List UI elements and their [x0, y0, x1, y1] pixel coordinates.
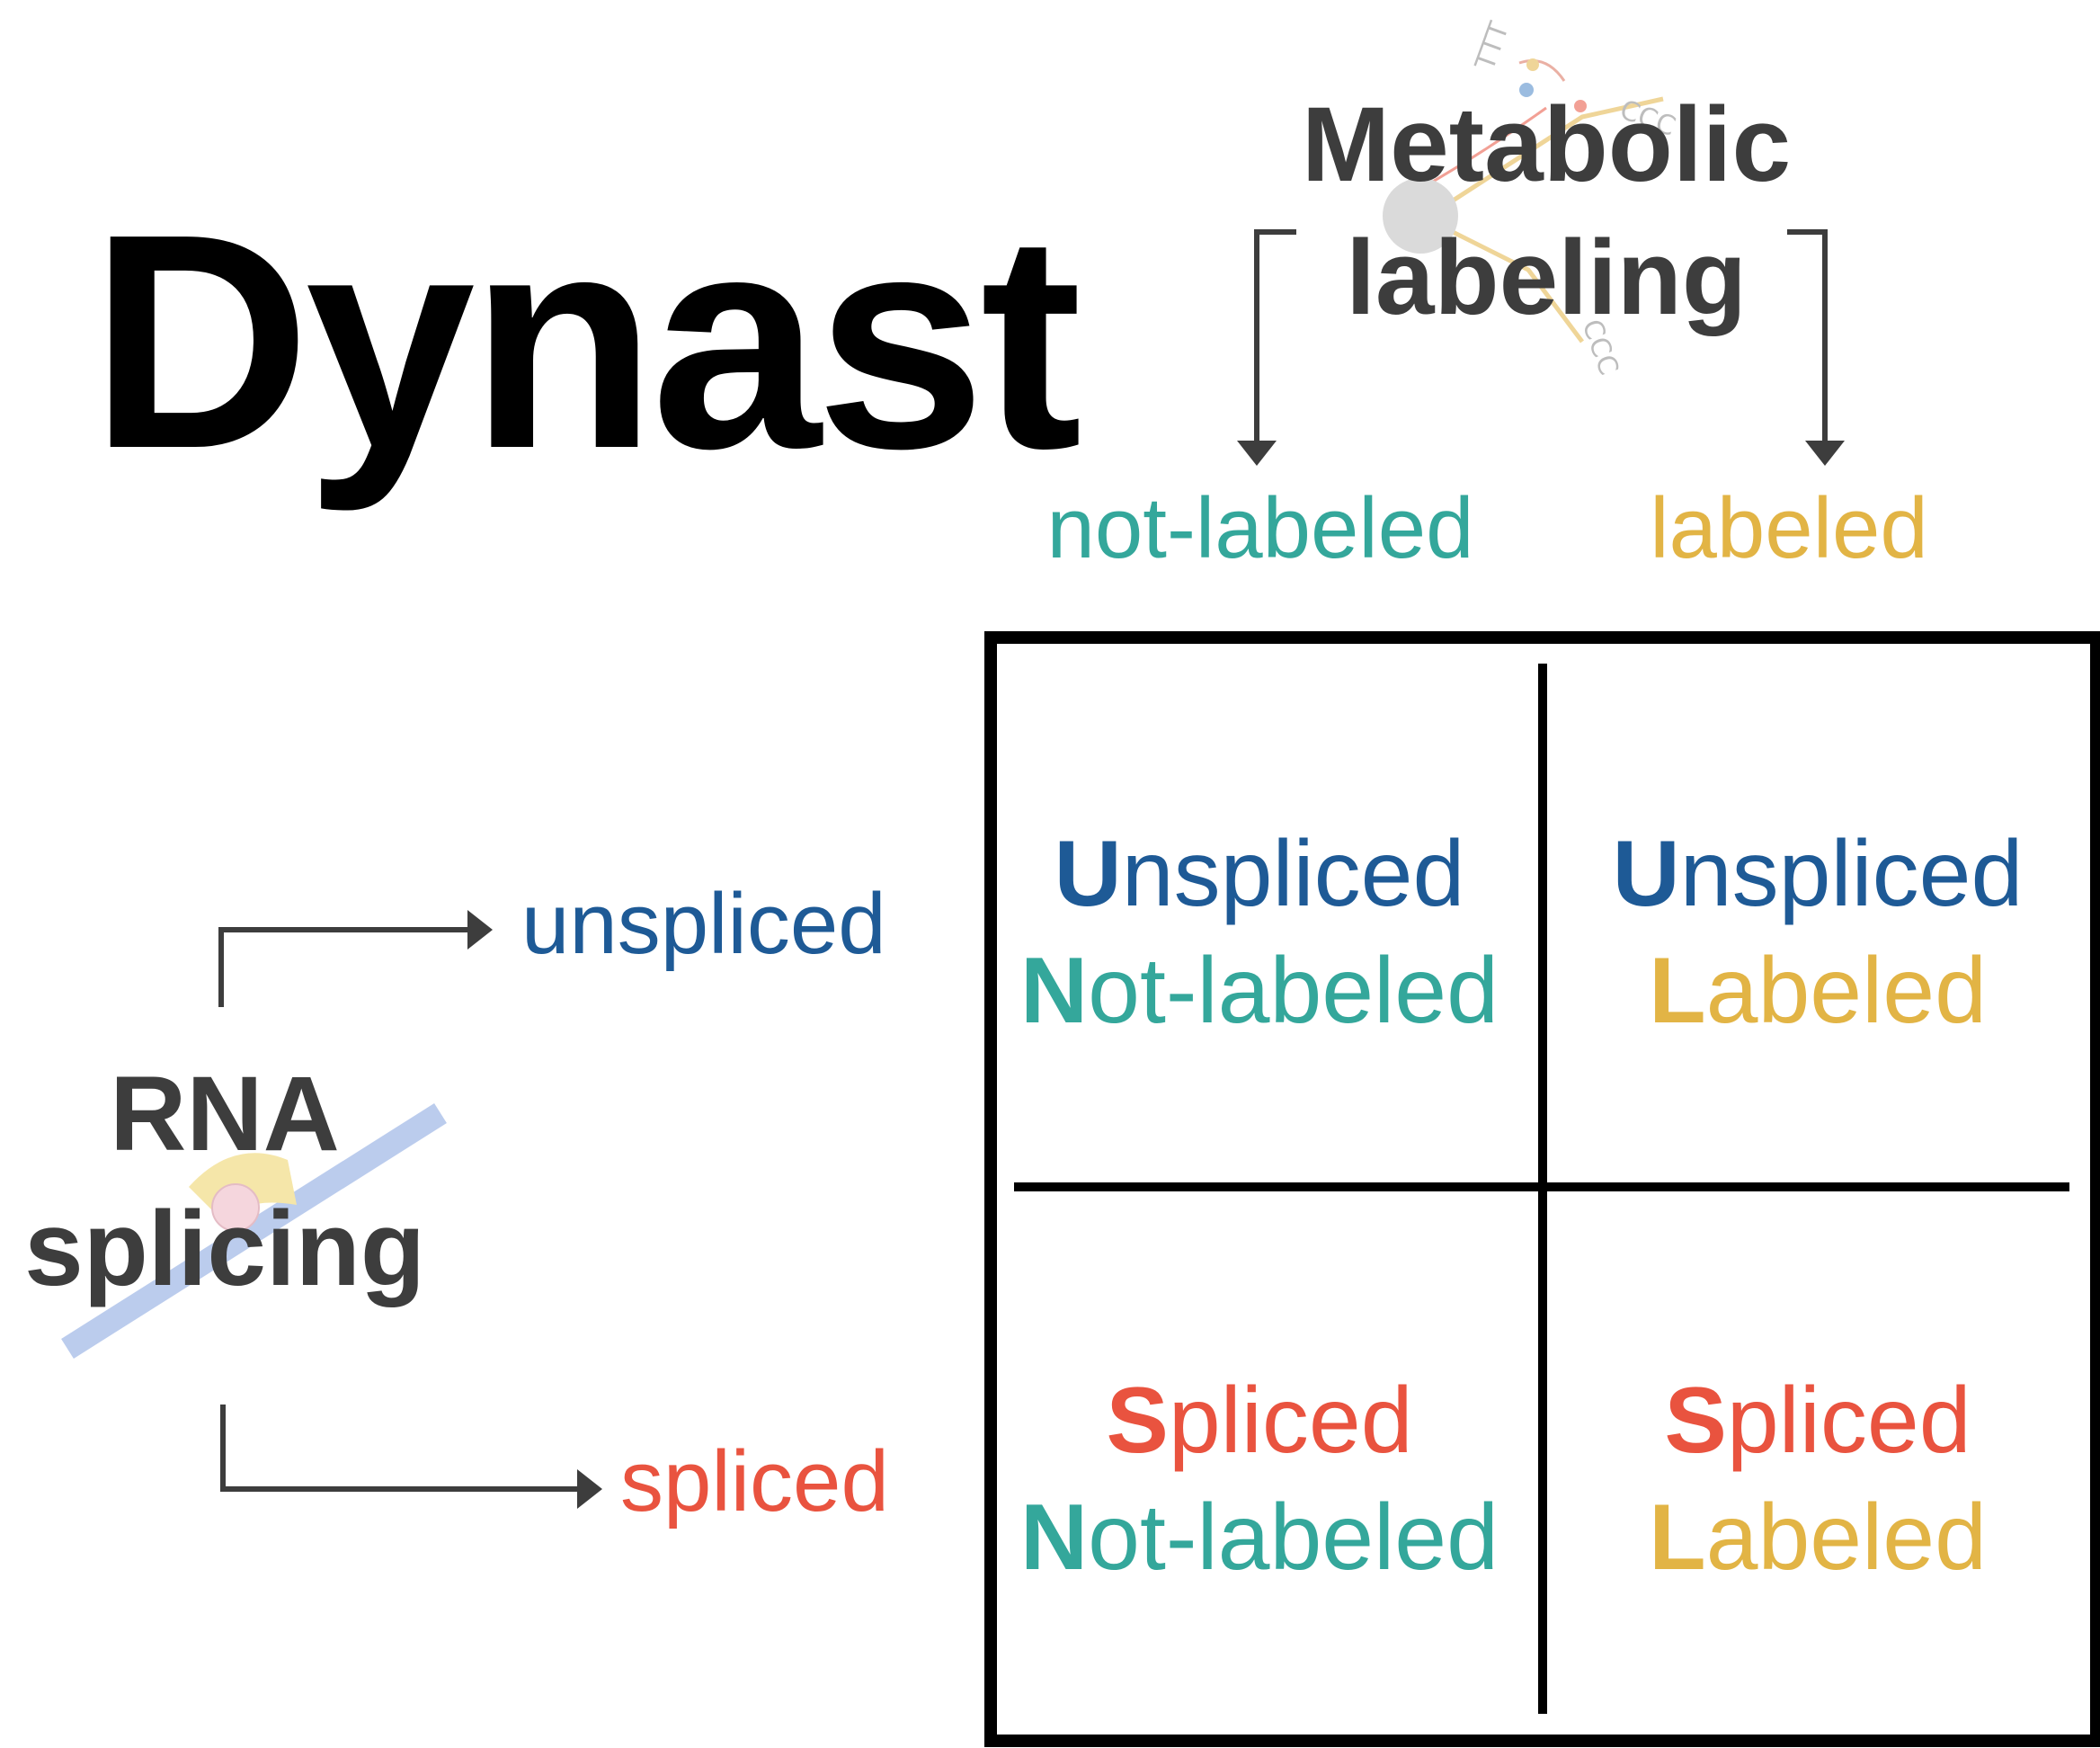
metabolic-labeling-title-line1: Metabolic — [1301, 85, 1792, 204]
spliced-category-label: spliced — [620, 1433, 889, 1530]
metabolic-right-bracket-arrow — [1787, 229, 1845, 466]
metabolic-left-bracket-arrow — [1237, 229, 1296, 466]
cell-text: abeled — [1705, 1485, 1987, 1590]
cell-text: pliced — [1726, 1369, 1971, 1473]
cell-text: nspliced — [1121, 822, 1465, 926]
cell-initial: U — [1054, 822, 1122, 926]
labeled-category-label: labeled — [1650, 480, 1928, 576]
rna-splicing-illustration — [61, 1103, 447, 1359]
cell-text: nspliced — [1679, 822, 2024, 926]
cell-unspliced-labeled: Unspliced Labeled — [1562, 816, 2074, 1049]
cell-text: pliced — [1168, 1369, 1413, 1473]
svg-text:TTT: TTT — [1469, 17, 1516, 75]
not-labeled-category-label: not-labeled — [1046, 480, 1474, 576]
rna-splicing-title-line1: RNA — [110, 1055, 340, 1173]
cell-initial: N — [1020, 1485, 1089, 1590]
cell-unspliced-not-labeled: Unspliced Not-labeled — [1003, 816, 1516, 1049]
cell-initial: L — [1649, 1485, 1706, 1590]
cell-spliced-not-labeled: Spliced Not-labeled — [1003, 1362, 1516, 1596]
unspliced-category-label: unspliced — [521, 876, 886, 972]
cell-spliced-labeled: Spliced Labeled — [1562, 1362, 2074, 1596]
spliced-elbow-arrow — [220, 1405, 602, 1509]
cell-initial: S — [1106, 1369, 1169, 1473]
cell-initial: S — [1664, 1369, 1727, 1473]
grid-outer-border — [984, 631, 2100, 1747]
cell-initial: L — [1649, 939, 1706, 1043]
cell-text: abeled — [1705, 939, 1987, 1043]
page-title: Dynast — [90, 171, 1082, 513]
metabolic-labeling-title-line2: labeling — [1346, 218, 1747, 337]
cell-initial: U — [1612, 822, 1680, 926]
cell-text: ot-labeled — [1088, 939, 1499, 1043]
quadrant-grid — [984, 631, 2100, 1747]
cell-initial: N — [1020, 939, 1089, 1043]
rna-splicing-title-line2: splicing — [24, 1190, 425, 1308]
unspliced-elbow-arrow — [218, 910, 493, 1007]
cell-text: ot-labeled — [1088, 1485, 1499, 1590]
